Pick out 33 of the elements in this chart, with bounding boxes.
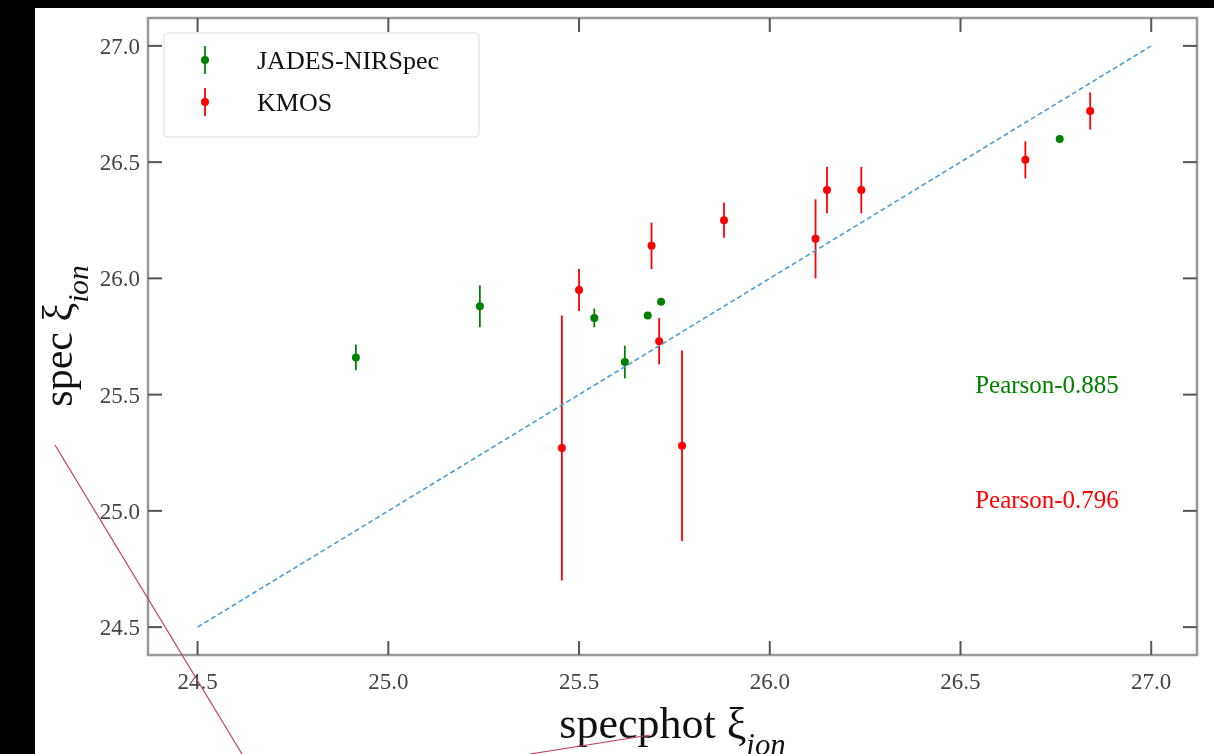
- point: [1055, 134, 1064, 143]
- point: [720, 216, 728, 225]
- point: [822, 186, 831, 195]
- point: [811, 234, 820, 243]
- point: [620, 358, 629, 367]
- point: [657, 297, 666, 306]
- point: [351, 353, 360, 362]
- x-tick-label: 25.5: [558, 669, 600, 694]
- x-tick-label: 26.5: [940, 669, 981, 694]
- annotation: Pearson-0.796: [975, 486, 1119, 513]
- point: [857, 186, 866, 195]
- point: [1086, 106, 1095, 115]
- x-tick-label: 26.0: [749, 669, 790, 694]
- y-tick-label: 27.0: [99, 33, 140, 59]
- point: [557, 444, 566, 453]
- x-tick-label: 27.0: [1131, 669, 1172, 694]
- point: [575, 286, 584, 294]
- y-tick-label: 24.5: [99, 615, 140, 641]
- point: [1021, 155, 1030, 164]
- y-tick-label: 26.5: [99, 150, 140, 176]
- y-tick-label: 25.5: [99, 382, 140, 408]
- point: [647, 241, 656, 250]
- annotation: Pearson-0.885: [975, 371, 1119, 398]
- point: [590, 313, 599, 322]
- y-tick-label: 26.0: [99, 266, 140, 292]
- point: [655, 337, 664, 346]
- legend-label: JADES-NIRSpec: [257, 46, 439, 75]
- legend-label: KMOS: [257, 88, 333, 117]
- x-tick-label: 25.0: [368, 669, 409, 694]
- point: [475, 302, 484, 311]
- y-tick-label: 25.0: [99, 498, 140, 524]
- point: [678, 441, 687, 450]
- point: [643, 311, 652, 320]
